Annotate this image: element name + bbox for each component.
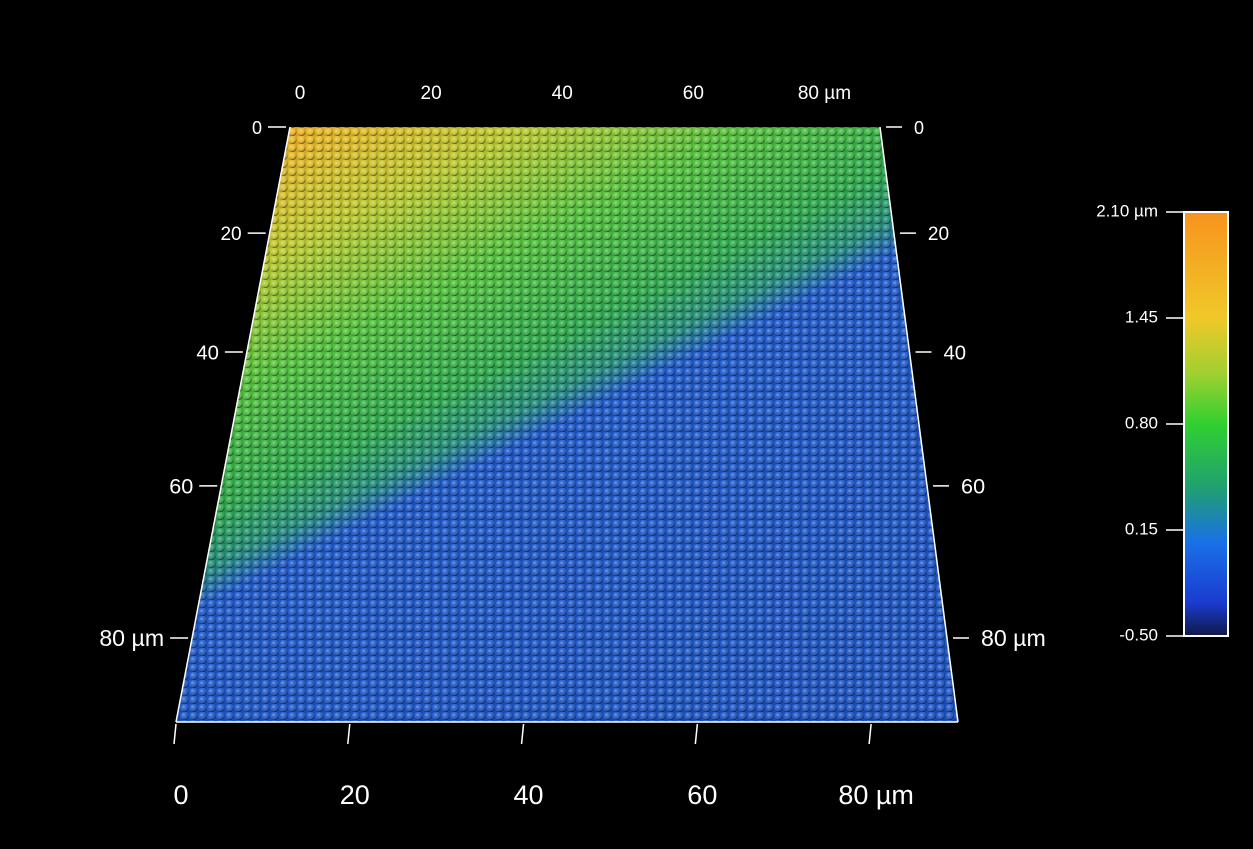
colorbar <box>1183 211 1229 637</box>
left-y-tick-label: 80 µm <box>99 625 164 651</box>
left-axis <box>175 126 291 723</box>
bottom-x-tick-label: 80 µm <box>838 780 914 810</box>
right-y-tick-label: 40 <box>943 342 966 364</box>
left-y-tick-label: 60 <box>169 474 193 499</box>
surface-texture <box>176 127 958 722</box>
top-x-tick-label: 20 <box>421 83 442 104</box>
x-tick <box>173 723 177 745</box>
left-y-tick-label: 0 <box>252 118 262 138</box>
right-y-tick-label: 20 <box>928 224 949 245</box>
right-y-tick-label: 60 <box>961 474 985 499</box>
right-y-tick-label: 80 µm <box>981 625 1046 651</box>
top-x-tick-label: 0 <box>295 83 306 104</box>
top-x-tick-label: 60 <box>683 83 704 104</box>
left-y-tick-label: 20 <box>220 224 241 245</box>
colorbar-tick-label: 1.45 <box>1125 307 1158 326</box>
top-x-tick-label: 40 <box>552 83 573 104</box>
right-axis <box>879 126 959 723</box>
x-tick <box>347 723 351 745</box>
colorbar-tick-label: 2.10 µm <box>1096 201 1158 220</box>
colorbar-tick-label: -0.50 <box>1119 625 1158 644</box>
left-y-tick-label: 40 <box>196 342 219 364</box>
colorbar-tick-label: 0.80 <box>1125 413 1158 432</box>
right-y-tick-label: 0 <box>914 118 924 138</box>
bottom-x-tick-label: 40 <box>514 780 544 810</box>
top-x-tick-label: 80 µm <box>798 83 851 104</box>
bottom-x-tick-label: 0 <box>173 780 188 810</box>
x-tick <box>520 723 525 745</box>
x-tick <box>694 723 699 745</box>
axes <box>175 126 959 723</box>
colorbar-tick-label: 0.15 <box>1125 519 1158 538</box>
x-tick <box>868 723 872 745</box>
bottom-x-tick-label: 20 <box>340 780 370 810</box>
bottom-x-tick-label: 60 <box>687 780 717 810</box>
